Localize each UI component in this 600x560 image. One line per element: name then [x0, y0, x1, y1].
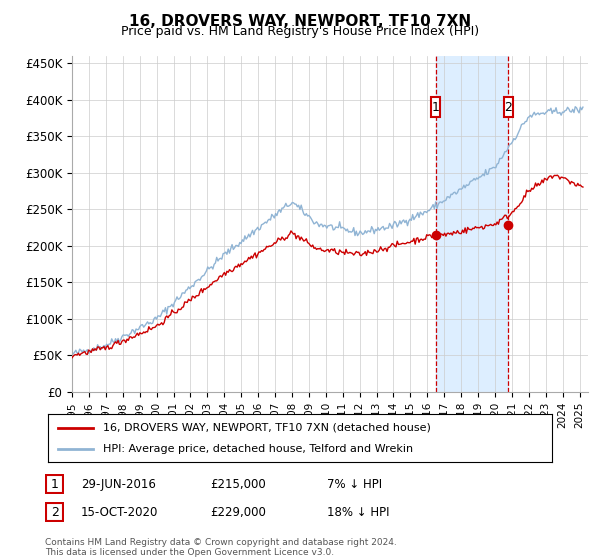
FancyBboxPatch shape	[46, 475, 63, 493]
Text: 16, DROVERS WAY, NEWPORT, TF10 7XN: 16, DROVERS WAY, NEWPORT, TF10 7XN	[129, 14, 471, 29]
Text: 1: 1	[432, 101, 440, 114]
Text: £229,000: £229,000	[210, 506, 266, 519]
Text: 2: 2	[50, 506, 59, 519]
Text: 7% ↓ HPI: 7% ↓ HPI	[327, 478, 382, 491]
FancyBboxPatch shape	[46, 503, 63, 521]
Text: 18% ↓ HPI: 18% ↓ HPI	[327, 506, 389, 519]
Text: 16, DROVERS WAY, NEWPORT, TF10 7XN (detached house): 16, DROVERS WAY, NEWPORT, TF10 7XN (deta…	[103, 423, 431, 433]
Text: Contains HM Land Registry data © Crown copyright and database right 2024.
This d: Contains HM Land Registry data © Crown c…	[45, 538, 397, 557]
Text: HPI: Average price, detached house, Telford and Wrekin: HPI: Average price, detached house, Telf…	[103, 444, 413, 454]
FancyBboxPatch shape	[503, 97, 513, 118]
Text: 2: 2	[505, 101, 512, 114]
Text: 15-OCT-2020: 15-OCT-2020	[81, 506, 158, 519]
Text: 29-JUN-2016: 29-JUN-2016	[81, 478, 156, 491]
Text: 1: 1	[50, 478, 59, 491]
Bar	[436, 56, 508, 392]
Text: £215,000: £215,000	[210, 478, 266, 491]
Text: Price paid vs. HM Land Registry's House Price Index (HPI): Price paid vs. HM Land Registry's House …	[121, 25, 479, 38]
FancyBboxPatch shape	[431, 97, 440, 118]
